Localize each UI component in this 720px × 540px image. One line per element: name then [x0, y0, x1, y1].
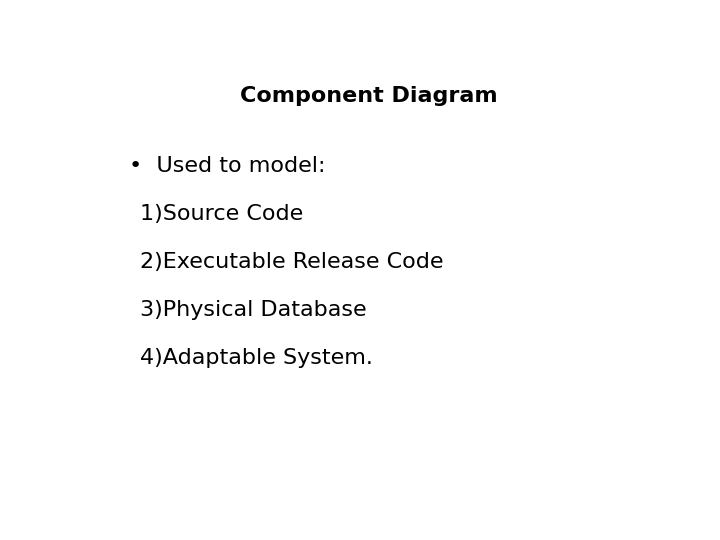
Text: •  Used to model:: • Used to model:: [129, 156, 325, 176]
Text: 3)Physical Database: 3)Physical Database: [140, 300, 367, 320]
Text: 1)Source Code: 1)Source Code: [140, 204, 303, 224]
Text: 4)Adaptable System.: 4)Adaptable System.: [140, 348, 373, 368]
Text: Component Diagram: Component Diagram: [240, 85, 498, 106]
Text: 2)Executable Release Code: 2)Executable Release Code: [140, 252, 444, 272]
